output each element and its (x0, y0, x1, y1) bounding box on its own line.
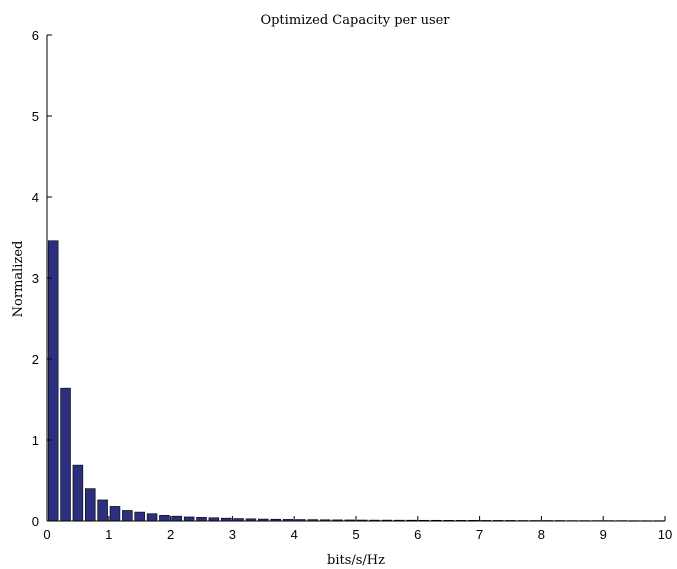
x-tick-label: 10 (658, 527, 672, 542)
bar (159, 515, 170, 522)
y-tick-label: 1 (32, 433, 39, 448)
y-axis-ticks: 0 1 2 3 4 5 6 (32, 28, 52, 529)
x-axis-ticks: 0 1 2 3 4 5 6 7 8 9 10 (43, 516, 672, 542)
y-tick-label: 0 (32, 514, 39, 529)
x-tick-label: 6 (414, 527, 421, 542)
bars-group (47, 240, 665, 522)
x-tick-label: 5 (352, 527, 359, 542)
y-tick-label: 5 (32, 109, 39, 124)
x-axis-label: bits/s/Hz (327, 553, 385, 568)
y-tick-label: 3 (32, 271, 39, 286)
chart-title: Optimized Capacity per user (260, 13, 450, 28)
y-tick-label: 6 (32, 28, 39, 43)
x-tick-label: 4 (291, 527, 298, 542)
x-tick-label: 1 (105, 527, 112, 542)
y-tick-label: 2 (32, 352, 39, 367)
bar (72, 464, 84, 522)
x-tick-label: 2 (167, 527, 174, 542)
bar (122, 510, 133, 522)
x-tick-label: 0 (43, 527, 50, 542)
bar (183, 516, 195, 522)
y-axis-label: Normalized (11, 241, 26, 318)
bar (47, 240, 59, 522)
y-tick-label: 4 (32, 190, 39, 205)
bar (171, 515, 183, 522)
bar (109, 506, 121, 522)
bar (196, 517, 207, 522)
x-tick-label: 3 (229, 527, 236, 542)
x-tick-label: 7 (476, 527, 483, 542)
bar (134, 511, 145, 522)
bar (97, 499, 108, 522)
x-tick-label: 9 (600, 527, 607, 542)
bar (60, 387, 71, 522)
bar (85, 488, 96, 522)
x-tick-label: 8 (538, 527, 545, 542)
bar (146, 513, 158, 522)
